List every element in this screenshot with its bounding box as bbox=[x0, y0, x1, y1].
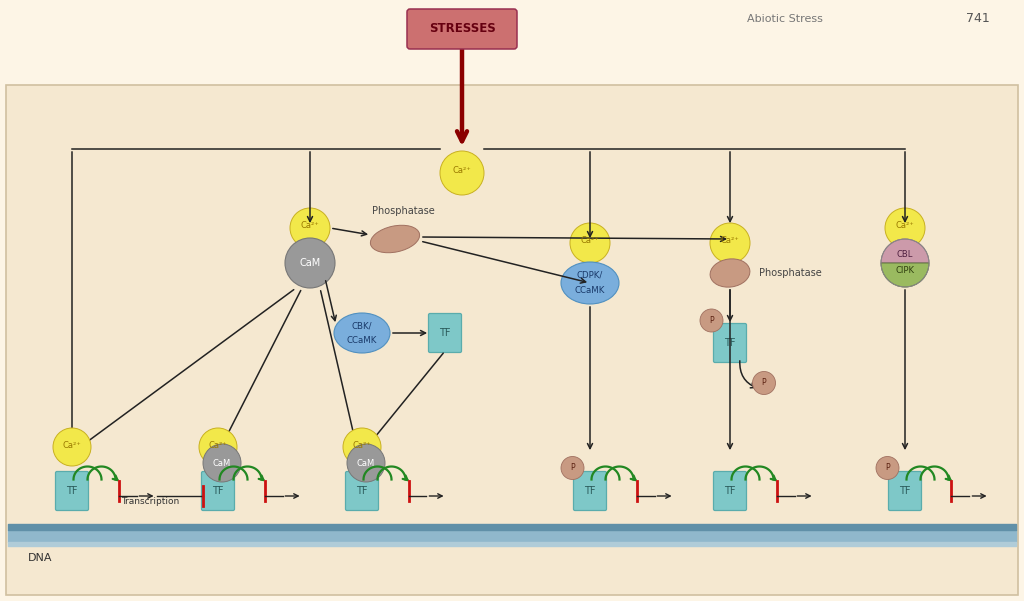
Circle shape bbox=[347, 444, 385, 482]
FancyBboxPatch shape bbox=[714, 323, 746, 362]
Text: Transcription: Transcription bbox=[121, 496, 179, 505]
Text: P: P bbox=[762, 379, 766, 388]
FancyBboxPatch shape bbox=[428, 314, 462, 353]
Circle shape bbox=[343, 428, 381, 466]
Circle shape bbox=[570, 223, 610, 263]
Text: TF: TF bbox=[724, 486, 736, 496]
Text: Ca²⁺: Ca²⁺ bbox=[209, 441, 227, 450]
Ellipse shape bbox=[334, 313, 390, 353]
Text: CaM: CaM bbox=[357, 459, 375, 468]
Text: TF: TF bbox=[585, 486, 596, 496]
FancyBboxPatch shape bbox=[714, 472, 746, 510]
Text: Phosphatase: Phosphatase bbox=[372, 206, 434, 216]
Text: STRESSES: STRESSES bbox=[429, 22, 496, 35]
Text: CaM: CaM bbox=[299, 258, 321, 268]
Text: Ca²⁺: Ca²⁺ bbox=[721, 237, 739, 245]
Circle shape bbox=[199, 428, 237, 466]
FancyBboxPatch shape bbox=[55, 472, 88, 510]
Text: P: P bbox=[885, 463, 890, 472]
Ellipse shape bbox=[710, 259, 750, 287]
Text: TF: TF bbox=[899, 486, 910, 496]
Text: TF: TF bbox=[724, 338, 736, 348]
Text: Ca²⁺: Ca²⁺ bbox=[581, 237, 599, 245]
Text: P: P bbox=[710, 316, 714, 325]
Circle shape bbox=[885, 208, 925, 248]
Text: TF: TF bbox=[67, 486, 78, 496]
Text: TF: TF bbox=[356, 486, 368, 496]
Circle shape bbox=[285, 238, 335, 288]
Text: CaM: CaM bbox=[213, 459, 231, 468]
FancyBboxPatch shape bbox=[407, 9, 517, 49]
Text: CBL: CBL bbox=[897, 251, 913, 260]
Circle shape bbox=[290, 208, 330, 248]
Text: Ca²⁺: Ca²⁺ bbox=[62, 441, 81, 450]
Circle shape bbox=[203, 444, 241, 482]
FancyBboxPatch shape bbox=[6, 85, 1018, 595]
Text: CCaMK: CCaMK bbox=[347, 337, 377, 346]
Circle shape bbox=[710, 223, 750, 263]
Circle shape bbox=[700, 309, 723, 332]
Circle shape bbox=[876, 457, 899, 480]
Ellipse shape bbox=[561, 262, 618, 304]
Text: Ca²⁺: Ca²⁺ bbox=[301, 222, 319, 231]
FancyBboxPatch shape bbox=[345, 472, 379, 510]
Text: TF: TF bbox=[212, 486, 224, 496]
Text: TF: TF bbox=[439, 328, 451, 338]
FancyBboxPatch shape bbox=[202, 472, 234, 510]
Text: Abiotic Stress: Abiotic Stress bbox=[748, 14, 823, 24]
Circle shape bbox=[561, 457, 584, 480]
Text: CBK/: CBK/ bbox=[352, 322, 373, 331]
Text: Ca²⁺: Ca²⁺ bbox=[453, 166, 471, 175]
Circle shape bbox=[53, 428, 91, 466]
FancyBboxPatch shape bbox=[889, 472, 922, 510]
Circle shape bbox=[440, 151, 484, 195]
Ellipse shape bbox=[371, 225, 420, 253]
Text: Phosphatase: Phosphatase bbox=[759, 268, 821, 278]
Text: DNA: DNA bbox=[28, 553, 52, 563]
Text: Ca²⁺: Ca²⁺ bbox=[896, 222, 914, 231]
Wedge shape bbox=[881, 239, 929, 263]
Text: 741: 741 bbox=[966, 13, 990, 25]
Circle shape bbox=[753, 371, 775, 394]
FancyBboxPatch shape bbox=[573, 472, 606, 510]
Text: CCaMK: CCaMK bbox=[574, 287, 605, 296]
Text: P: P bbox=[570, 463, 574, 472]
Wedge shape bbox=[881, 263, 929, 287]
Text: CIPK: CIPK bbox=[896, 266, 914, 275]
Text: Ca²⁺: Ca²⁺ bbox=[352, 441, 372, 450]
Text: CDPK/: CDPK/ bbox=[577, 270, 603, 279]
